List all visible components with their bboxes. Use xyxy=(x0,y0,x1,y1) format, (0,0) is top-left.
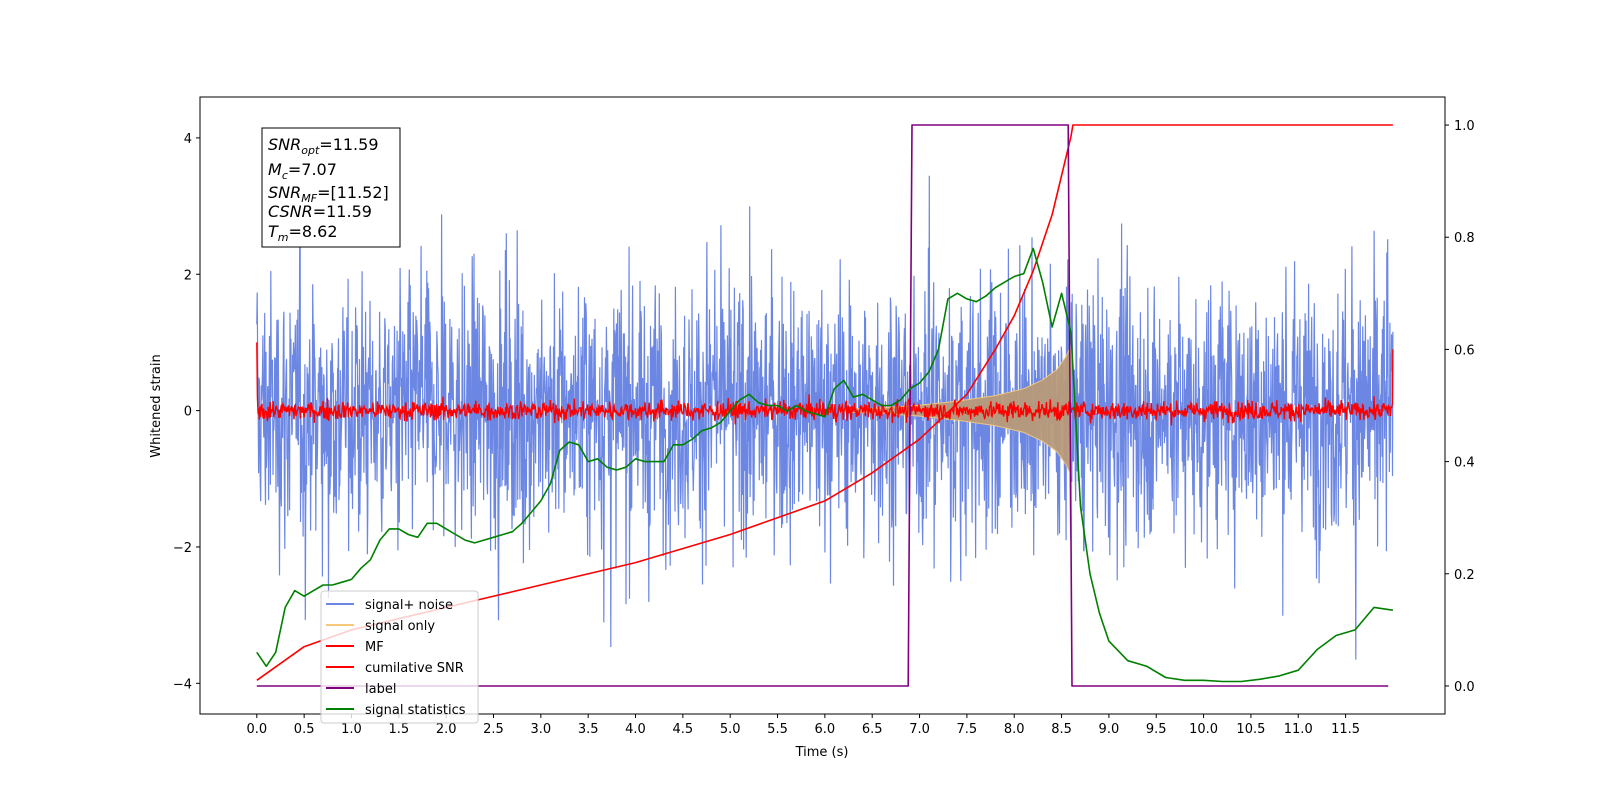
annotation-box: SNRopt=11.59 Mc=7.07 SNRMF=[11.52] CSNR=… xyxy=(261,127,401,248)
annotation-tm: Tm=8.62 xyxy=(268,222,338,244)
annotation-mc: Mc=7.07 xyxy=(268,160,337,182)
series-signal-statistics xyxy=(256,247,1394,683)
x-tick-label: 10.5 xyxy=(1236,722,1265,737)
x-tick-label: 11.0 xyxy=(1284,722,1313,737)
y-left-tick-label: 2 xyxy=(184,268,192,283)
x-tick-label: 0.5 xyxy=(294,722,315,737)
y-axis-label: Whitened strain xyxy=(149,354,164,457)
x-tick-label: 6.0 xyxy=(815,722,836,737)
x-tick-label: 4.0 xyxy=(625,722,646,737)
x-tick-label: 8.0 xyxy=(1004,722,1025,737)
x-tick-label: 5.0 xyxy=(720,722,741,737)
series-signal-noise xyxy=(256,175,1394,660)
legend-frame xyxy=(320,590,479,724)
annotation-snr-opt: SNRopt=11.59 xyxy=(268,135,379,157)
y-axis-right: 1.0 0.8 0.6 0.4 0.2 0.0 xyxy=(1445,119,1475,695)
x-tick-label: 9.5 xyxy=(1146,722,1167,737)
y-left-tick-label: −2 xyxy=(173,541,192,556)
x-axis-label: Time (s) xyxy=(795,745,849,760)
annotation-frame xyxy=(261,127,401,248)
y-left-tick-label: 4 xyxy=(184,132,192,147)
x-tick-label: 7.0 xyxy=(909,722,930,737)
y-right-tick-label: 0.8 xyxy=(1454,231,1475,246)
legend: signal+ noise signal only MF cumilative … xyxy=(320,590,479,724)
x-tick-label: 7.5 xyxy=(957,722,978,737)
y-axis-left: 4 2 0 −2 −4 xyxy=(173,132,200,692)
x-tick-label: 3.5 xyxy=(578,722,599,737)
x-tick-label: 6.5 xyxy=(862,722,883,737)
x-tick-label: 0.0 xyxy=(246,722,267,737)
y-left-tick-label: 0 xyxy=(184,405,192,420)
y-right-tick-label: 0.4 xyxy=(1454,456,1475,471)
y-left-tick-label: −4 xyxy=(173,677,192,692)
x-tick-label: 5.5 xyxy=(767,722,788,737)
y-right-tick-label: 0.6 xyxy=(1454,343,1475,358)
x-tick-label: 2.5 xyxy=(483,722,504,737)
annotation-csnr: CSNR=11.59 xyxy=(268,202,372,221)
x-tick-label: 4.5 xyxy=(673,722,694,737)
legend-label-cumulative-snr: cumilative SNR xyxy=(365,661,464,676)
legend-label-signal-statistics: signal statistics xyxy=(365,703,466,718)
x-tick-label: 1.0 xyxy=(341,722,362,737)
x-tick-label: 8.5 xyxy=(1051,722,1072,737)
x-tick-label: 2.0 xyxy=(436,722,457,737)
legend-label-mf: MF xyxy=(365,640,384,655)
legend-label-signal-only: signal only xyxy=(365,619,435,634)
annotation-snr-mf: SNRMF=[11.52] xyxy=(268,183,389,205)
x-tick-label: 10.0 xyxy=(1189,722,1218,737)
legend-label-signal-noise: signal+ noise xyxy=(365,598,453,613)
x-tick-label: 1.5 xyxy=(388,722,409,737)
axes-frame xyxy=(199,96,1446,715)
series-mf xyxy=(256,342,1394,426)
x-axis: 0.0 0.5 1.0 1.5 2.0 2.5 3.0 3.5 4.0 4.5 5.0 5.5 6.0 6… xyxy=(246,714,1360,737)
x-tick-label: 9.0 xyxy=(1099,722,1120,737)
legend-label-label: label xyxy=(365,682,396,697)
x-tick-label: 11.5 xyxy=(1331,722,1360,737)
x-tick-label: 3.0 xyxy=(530,722,551,737)
y-right-tick-label: 1.0 xyxy=(1454,119,1475,134)
series-label xyxy=(256,124,1389,687)
y-right-tick-label: 0.2 xyxy=(1454,568,1475,583)
y-right-tick-label: 0.0 xyxy=(1454,680,1475,695)
